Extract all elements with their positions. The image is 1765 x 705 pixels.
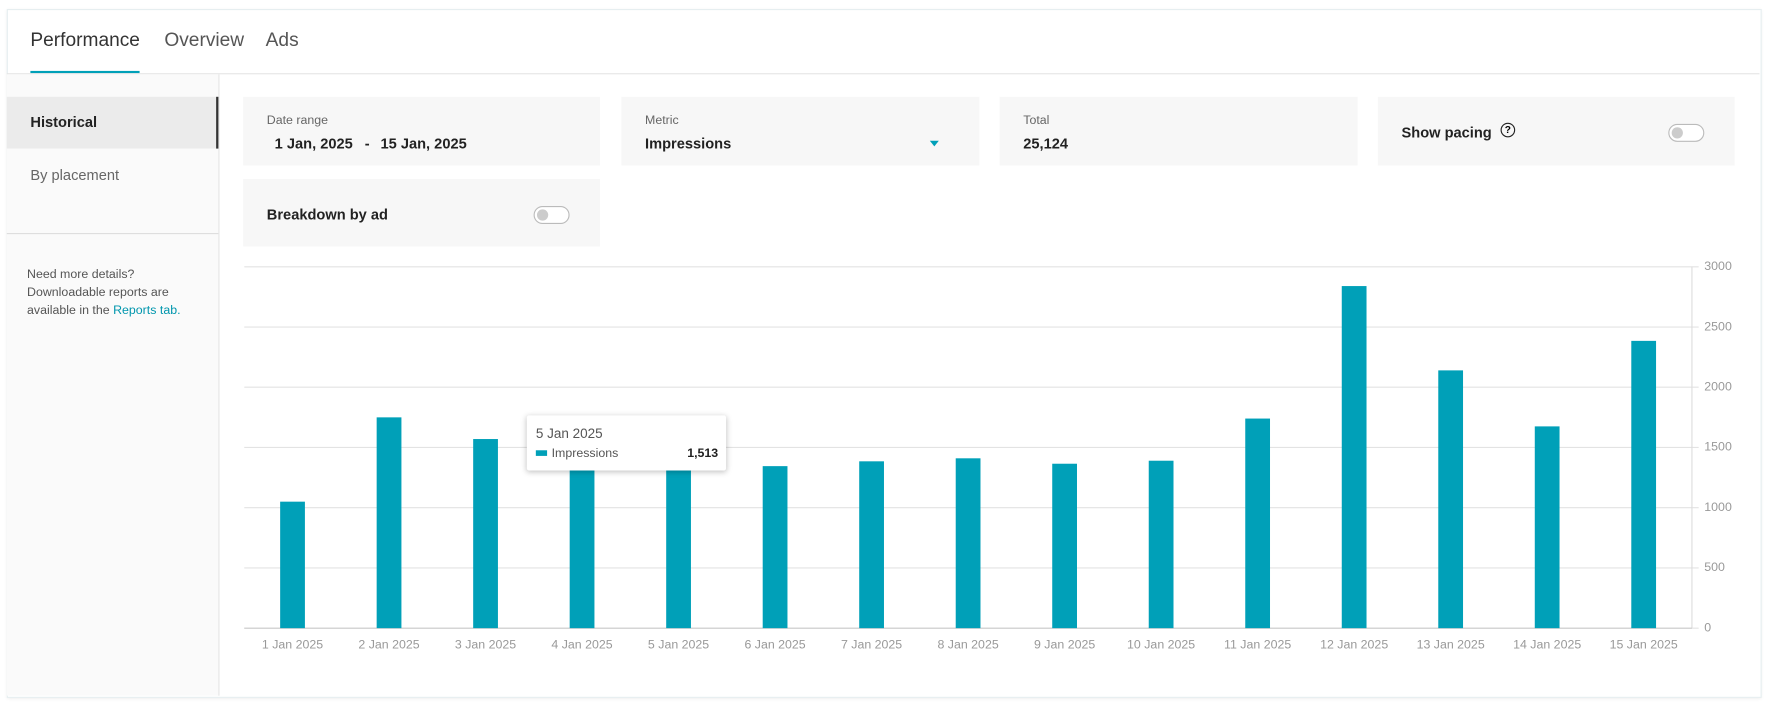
x-tick-label: 9 Jan 2025 (1034, 637, 1095, 651)
divider (6, 233, 219, 235)
bar (1438, 370, 1464, 629)
divider (6, 73, 1760, 75)
x-tick-label: 5 Jan 2025 (648, 637, 709, 651)
bar (1245, 418, 1271, 629)
start-date: 1 Jan, 2025 (274, 135, 353, 152)
help-icon[interactable]: ? (1500, 122, 1516, 138)
x-tick-label: 2 Jan 2025 (358, 637, 419, 651)
total-value: 25,124 (1023, 135, 1069, 152)
bar (473, 439, 498, 629)
link[interactable]: Reports tab. (113, 303, 181, 318)
pacing: Show pacing ? (1377, 96, 1735, 166)
toggle[interactable] (533, 206, 570, 225)
x-tick-label: 13 Jan 2025 (1417, 637, 1485, 651)
tab[interactable]: Overview (164, 29, 245, 51)
bar (1341, 286, 1367, 629)
x-tick-label: 15 Jan 2025 (1610, 637, 1678, 651)
y-tick-label: 1500 (1704, 440, 1732, 454)
label: Metric (645, 113, 679, 128)
label: Breakdown by ad (266, 206, 388, 223)
breakdown: Breakdown by ad (243, 178, 600, 247)
x-tick-label: 3 Jan 2025 (455, 637, 516, 651)
metric: Impressions (645, 135, 732, 152)
y-tick-label: 500 (1704, 560, 1725, 574)
x-tick-label: 1 Jan 2025 (262, 637, 323, 651)
x-tick-label: 7 Jan 2025 (841, 637, 902, 651)
tab[interactable]: Performance (30, 29, 140, 51)
tab-underline (30, 70, 140, 74)
bar (1148, 460, 1174, 629)
bar (569, 439, 595, 629)
tooltip-title: 5 Jan 2025 (535, 425, 603, 442)
tooltip-swatch (535, 450, 548, 456)
y-tick-label: 2500 (1704, 319, 1732, 333)
bar (1052, 463, 1077, 629)
metric-select[interactable]: Metric Impressions (621, 96, 980, 166)
sidebar-selected (6, 96, 219, 149)
toggle[interactable] (1668, 123, 1705, 142)
label: Date range (266, 113, 329, 128)
bar (1631, 340, 1657, 629)
y-tick-label: 3000 (1704, 259, 1732, 273)
tooltip-value: 1,513 (687, 446, 719, 461)
x-tick-label: 12 Jan 2025 (1320, 637, 1388, 651)
y-tick-label: 2000 (1704, 380, 1732, 394)
x-tick-label: 10 Jan 2025 (1127, 637, 1195, 651)
x-tick-label: 4 Jan 2025 (551, 637, 612, 651)
note: Need more details? Downloadable reports … (27, 267, 169, 318)
x-tick-label: 6 Jan 2025 (744, 637, 805, 651)
bar (376, 417, 402, 629)
x-tick-label: 11 Jan 2025 (1224, 637, 1291, 651)
sidebar-item[interactable]: By placement (30, 166, 120, 184)
dropdown-arrow (929, 140, 939, 147)
bar (762, 466, 788, 629)
tooltip-series: Impressions (551, 446, 619, 461)
tooltip: 5 Jan 2025 Impressions 1,513 (526, 415, 727, 471)
label: Total (1023, 113, 1050, 128)
tab[interactable]: Ads (265, 29, 299, 51)
date-range[interactable]: Date range 1 Jan, 2025 - 15 Jan, 2025 (243, 96, 600, 166)
bar (1534, 426, 1560, 629)
end-date: 15 Jan, 2025 (380, 135, 467, 152)
y-tick-label: 1000 (1704, 500, 1732, 514)
bar (280, 501, 305, 629)
y-tick-label: 0 (1704, 620, 1711, 634)
bar (859, 461, 884, 629)
x-tick-label: 14 Jan 2025 (1513, 637, 1581, 651)
sidebar-item[interactable]: Historical (30, 113, 98, 131)
sidebar-note: Need more details? Downloadable reports … (27, 266, 196, 320)
sidebar (6, 74, 220, 696)
x-tick-label: 8 Jan 2025 (937, 637, 998, 651)
separator: - (364, 135, 370, 152)
total: Total 25,124 (999, 96, 1358, 166)
bar (955, 458, 981, 629)
label: Show pacing (1401, 123, 1492, 141)
bar (666, 445, 691, 629)
